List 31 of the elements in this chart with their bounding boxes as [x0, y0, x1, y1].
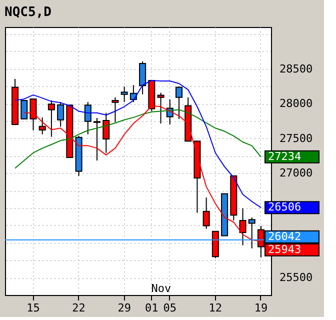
candlestick [84, 102, 92, 135]
y-tick-label: 27000 [280, 166, 313, 180]
ref-line-label: 26042 [268, 230, 302, 243]
candlestick [202, 196, 210, 230]
candlestick [112, 96, 119, 123]
candlestick [94, 117, 101, 162]
candlestick [20, 100, 28, 120]
annotation: Nov [151, 282, 172, 295]
candlestick [248, 216, 256, 249]
x-tick-label: 29 [118, 302, 131, 314]
x-tick-label: 22 [72, 302, 86, 314]
x-tick-label: 01 [145, 302, 158, 314]
candlestick [102, 112, 110, 154]
data-label: 26506 [268, 200, 302, 214]
candlestick [175, 86, 182, 120]
x-tick-label: 19 [254, 302, 268, 314]
data-label: 27234 [268, 150, 302, 163]
line-series [14, 109, 262, 169]
candlestick [139, 60, 146, 95]
y-tick-label: 27500 [280, 132, 313, 145]
x-tick-label: 15 [26, 302, 40, 314]
annotation: 25943 [268, 242, 302, 256]
x-tick-label: 12 [208, 302, 222, 314]
y-tick-label: 28000 [280, 97, 313, 110]
candlestick [120, 86, 128, 103]
candlestick [57, 102, 64, 128]
chart-title: NQC5,D [4, 5, 52, 20]
y-tick-label: 25500 [280, 271, 313, 284]
y-tick-label: 28500 [280, 62, 313, 76]
candlestick [38, 116, 46, 135]
x-tick-label: 05 [163, 302, 177, 314]
